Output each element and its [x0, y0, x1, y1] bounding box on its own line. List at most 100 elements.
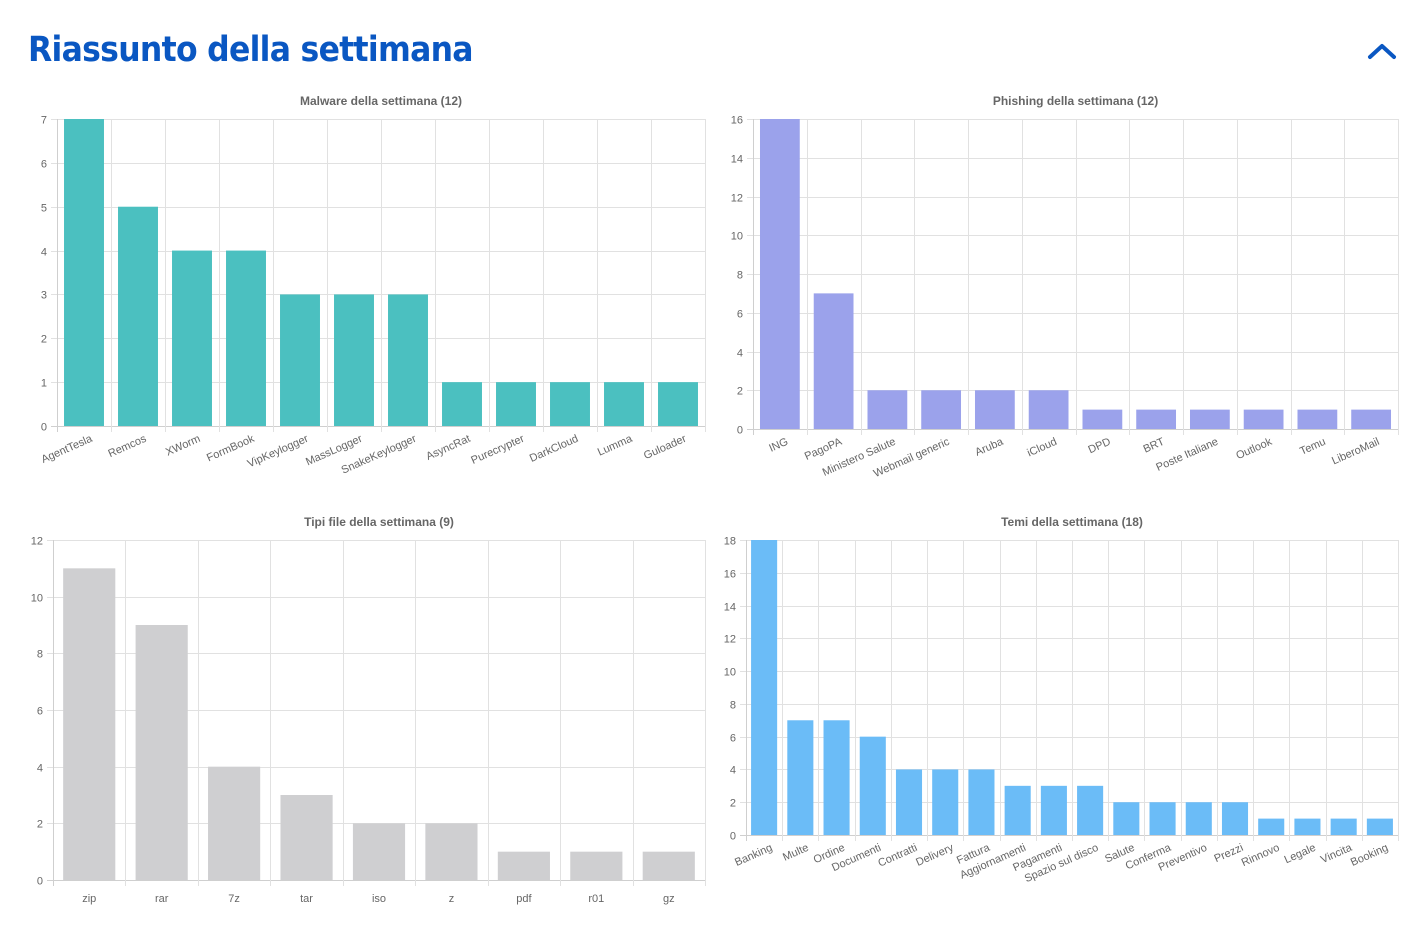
x-tick-label: Booking: [1349, 842, 1390, 869]
bar-documenti[interactable]: [859, 736, 886, 835]
section-header: Riassunto della settimana: [28, 28, 1399, 72]
bar-zip[interactable]: [63, 568, 116, 880]
y-tick-label: 4: [730, 765, 736, 777]
bar-dpd[interactable]: [1082, 409, 1123, 429]
bar-formbook[interactable]: [226, 250, 266, 426]
chevron-up-icon: [1368, 44, 1396, 59]
y-tick-label: 2: [737, 386, 743, 398]
bar-z[interactable]: [425, 823, 478, 880]
temi-chart-svg: Temi della settimana (18) 0 2 4 6 8 10 12 14 16 18…: [724, 515, 1399, 885]
bar-liberomail[interactable]: [1351, 409, 1392, 429]
y-tick-label: 12: [31, 536, 43, 548]
y-tick-label: 12: [731, 193, 743, 205]
bar-rinnovo[interactable]: [1258, 818, 1285, 835]
bar-ing[interactable]: [759, 119, 800, 429]
y-tick-label: 14: [724, 602, 736, 614]
y-tick-label: 2: [37, 819, 43, 831]
x-tick-label: 7z: [228, 893, 240, 905]
y-tick-label: 7: [41, 115, 47, 127]
bar-spazio-sul-disco[interactable]: [1077, 785, 1104, 835]
x-tick-label: Banking: [733, 842, 774, 869]
x-tick-label: rar: [155, 893, 169, 905]
bar-7z[interactable]: [208, 766, 261, 880]
y-tick-label: 18: [724, 536, 736, 548]
bar-darkcloud[interactable]: [550, 382, 590, 426]
bar-agenttesla[interactable]: [64, 119, 104, 426]
y-tick-label: 0: [37, 876, 43, 888]
bar-outlook[interactable]: [1243, 409, 1284, 429]
x-tick-label: DarkCloud: [528, 433, 580, 465]
bar-ministero-salute[interactable]: [867, 390, 908, 429]
y-tick-label: 1: [41, 378, 47, 390]
bar-fattura[interactable]: [968, 769, 995, 835]
y-tick-label: 6: [737, 309, 743, 321]
bar-prezzi[interactable]: [1221, 802, 1249, 835]
bar-salute[interactable]: [1113, 802, 1140, 835]
x-tick-label: Lumma: [596, 432, 635, 458]
bar-masslogger[interactable]: [334, 294, 374, 426]
bar-vincita[interactable]: [1330, 818, 1357, 835]
bar-icloud[interactable]: [1028, 390, 1069, 429]
bar-preventivo[interactable]: [1185, 802, 1212, 835]
bar-aggiornamenti[interactable]: [1004, 785, 1031, 835]
x-tick-label: Outlook: [1234, 436, 1274, 463]
y-tick-label: 3: [41, 290, 47, 302]
y-tick-label: 2: [730, 798, 736, 810]
phishing-chart: Phishing della settimana (12) 0 2 4 6 8 10 12 14…: [715, 88, 1415, 493]
filetypes-chart-svg: Tipi file della settimana (9)024681012zi…: [31, 515, 706, 905]
bar-remcos[interactable]: [118, 206, 158, 426]
x-tick-label: Temu: [1298, 436, 1327, 458]
bar-temu[interactable]: [1297, 409, 1338, 429]
bar-xworm[interactable]: [172, 250, 212, 426]
bar-rar[interactable]: [135, 625, 188, 880]
bar-legale[interactable]: [1294, 818, 1321, 835]
y-tick-label: 14: [731, 154, 743, 166]
x-tick-label: Rinnovo: [1240, 842, 1282, 869]
y-tick-label: 6: [730, 733, 736, 745]
bar-multe[interactable]: [787, 720, 814, 835]
bar-pagamenti[interactable]: [1040, 785, 1067, 835]
bar-asyncrat[interactable]: [442, 382, 482, 426]
bar-vipkeylogger[interactable]: [280, 294, 320, 426]
y-tick-label: 2: [41, 334, 47, 346]
chart-title: Phishing della settimana (12): [993, 94, 1158, 108]
y-tick-label: 4: [737, 348, 743, 360]
bar-delivery[interactable]: [932, 769, 959, 835]
chart-title: Tipi file della settimana (9): [304, 515, 454, 529]
x-tick-label: Multe: [781, 842, 810, 864]
bar-aruba[interactable]: [974, 390, 1015, 429]
collapse-button[interactable]: [1365, 34, 1399, 68]
bar-webmail-generic[interactable]: [921, 390, 962, 429]
x-tick-label: AgentTesla: [40, 432, 95, 465]
bar-purecrypter[interactable]: [496, 382, 536, 426]
bar-booking[interactable]: [1366, 818, 1393, 835]
y-tick-label: 16: [731, 115, 743, 127]
bar-ordine[interactable]: [823, 720, 850, 835]
bar-brt[interactable]: [1136, 409, 1177, 429]
bar-poste-italiane[interactable]: [1189, 409, 1230, 429]
bar-snakekeylogger[interactable]: [388, 294, 428, 426]
filetypes-chart: Tipi file della settimana (9) 0 2 4 6 8 10 12 zi…: [0, 509, 715, 909]
chart-title: Temi della settimana (18): [1001, 515, 1143, 529]
bar-r01[interactable]: [570, 851, 623, 880]
bar-contratti[interactable]: [895, 769, 923, 835]
bar-guloader[interactable]: [658, 382, 698, 426]
bar-pdf[interactable]: [497, 851, 550, 880]
bar-banking[interactable]: [751, 540, 778, 835]
x-tick-label: Delivery: [914, 842, 956, 869]
y-tick-label: 5: [41, 203, 47, 215]
y-tick-label: 0: [730, 831, 736, 843]
x-tick-label: PagoPA: [803, 436, 845, 463]
bar-iso[interactable]: [352, 823, 406, 880]
x-tick-label: Remcos: [106, 433, 148, 461]
bar-tar[interactable]: [280, 795, 333, 880]
bar-conferma[interactable]: [1149, 802, 1176, 835]
bar-gz[interactable]: [642, 851, 695, 880]
y-tick-label: 10: [731, 231, 743, 243]
x-tick-label: r01: [588, 893, 604, 905]
bar-pagopa[interactable]: [813, 293, 854, 429]
x-tick-label: zip: [82, 893, 96, 905]
bar-lumma[interactable]: [604, 382, 644, 426]
x-tick-label: z: [449, 893, 455, 905]
x-tick-label: Aruba: [973, 435, 1006, 458]
